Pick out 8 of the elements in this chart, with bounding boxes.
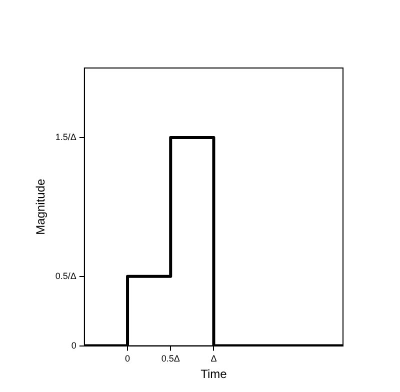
x-axis-title: Time bbox=[200, 367, 228, 382]
y-tick-label: 0.5/Δ bbox=[55, 270, 76, 281]
x-tick-label: 0.5Δ bbox=[161, 354, 180, 364]
x-tick-label: 0 bbox=[125, 354, 130, 364]
y-tick-label: 1.5/Δ bbox=[55, 132, 76, 142]
y-axis-title: Magnitude bbox=[34, 178, 48, 235]
y-tick-label: 0 bbox=[71, 340, 76, 350]
x-tick-label: Δ bbox=[210, 354, 217, 364]
